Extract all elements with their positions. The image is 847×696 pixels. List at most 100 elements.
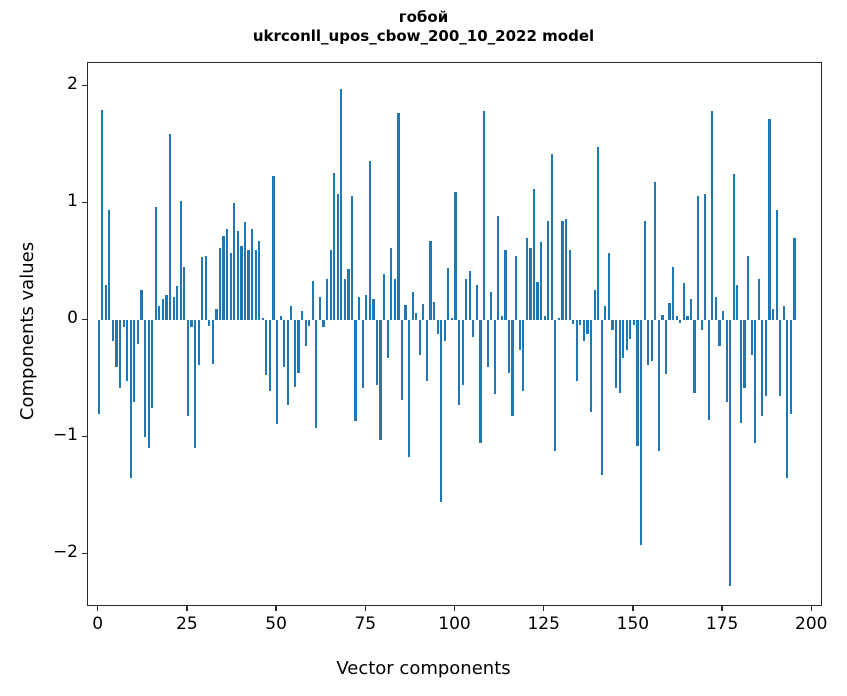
y-tick-mark	[82, 84, 87, 87]
bar	[622, 320, 625, 358]
bar	[283, 320, 286, 368]
y-tick-mark	[82, 435, 87, 438]
bar	[707, 320, 710, 420]
bar	[286, 320, 289, 405]
bar	[672, 266, 675, 321]
bar	[572, 320, 575, 324]
bar	[143, 320, 147, 438]
bar	[443, 320, 446, 342]
bar	[582, 320, 586, 342]
bar	[108, 210, 111, 321]
chart-title-line-2: ukrconll_upos_cbow_200_10_2022 model	[252, 27, 595, 45]
bar	[261, 318, 264, 321]
bar	[664, 320, 668, 375]
x-tick-mark	[275, 606, 277, 611]
bar	[368, 161, 371, 321]
bar	[689, 299, 693, 321]
bar	[393, 279, 396, 321]
bar	[600, 320, 603, 475]
bar	[625, 320, 628, 350]
bar	[482, 110, 486, 321]
bar	[647, 320, 650, 365]
bar	[243, 222, 247, 321]
bar	[186, 320, 189, 417]
bar	[347, 268, 350, 321]
bar	[311, 280, 314, 321]
bar	[461, 320, 464, 385]
bar	[693, 320, 696, 393]
bar	[101, 109, 104, 321]
bar	[586, 320, 589, 335]
bar	[115, 320, 118, 368]
bar	[632, 320, 635, 326]
bar	[682, 282, 685, 321]
bar	[779, 320, 782, 397]
bar	[415, 313, 418, 321]
bar	[208, 320, 211, 327]
bar	[454, 191, 457, 321]
bar	[422, 303, 425, 321]
bar	[304, 320, 307, 347]
bar	[643, 220, 646, 321]
bar	[111, 320, 115, 342]
bar	[746, 256, 750, 321]
bar	[529, 247, 532, 321]
bar	[697, 196, 700, 321]
bar	[468, 271, 471, 321]
bar	[279, 315, 282, 321]
bar	[721, 311, 725, 321]
bar	[97, 320, 100, 414]
bar	[104, 285, 107, 321]
x-tick-label: 0	[92, 614, 104, 634]
bar	[568, 250, 571, 321]
y-tick-label: 1	[67, 191, 78, 212]
bar	[679, 320, 682, 323]
bar	[350, 196, 354, 321]
bar	[525, 238, 528, 321]
bar	[761, 320, 764, 417]
bar	[176, 286, 179, 321]
bar	[383, 273, 386, 321]
y-tick-label: −1	[52, 425, 78, 446]
x-tick-mark	[97, 606, 99, 611]
x-tick-label: 175	[705, 614, 739, 634]
bar	[700, 320, 703, 330]
bar	[504, 250, 507, 321]
bar	[315, 320, 318, 428]
bar	[122, 320, 125, 328]
bar	[607, 252, 610, 321]
bar	[126, 320, 129, 382]
bar	[604, 306, 607, 321]
bar	[240, 245, 243, 321]
bar	[593, 289, 596, 321]
bar	[375, 320, 379, 385]
bar	[168, 134, 172, 321]
bar	[743, 320, 746, 389]
bar	[554, 320, 557, 452]
bar	[736, 285, 739, 321]
x-tick-mark	[186, 606, 188, 611]
x-tick-label: 200	[795, 614, 828, 634]
bar	[754, 320, 757, 444]
bar	[340, 88, 343, 321]
bar-series	[88, 63, 821, 605]
bar	[704, 194, 707, 321]
y-tick-mark	[82, 201, 87, 204]
chart-title-line-1: гобой	[398, 8, 449, 26]
bar	[222, 236, 225, 321]
x-tick-label: 25	[176, 614, 198, 634]
bar	[750, 320, 753, 356]
bar	[400, 320, 404, 400]
bar	[718, 320, 721, 347]
bar	[251, 229, 254, 321]
bar	[739, 320, 743, 424]
bar	[457, 320, 461, 405]
bar	[789, 320, 792, 414]
bar	[686, 315, 689, 321]
bar	[236, 231, 239, 321]
bar	[218, 247, 222, 321]
bar	[725, 320, 728, 403]
bar	[293, 320, 297, 388]
bar	[204, 256, 207, 321]
